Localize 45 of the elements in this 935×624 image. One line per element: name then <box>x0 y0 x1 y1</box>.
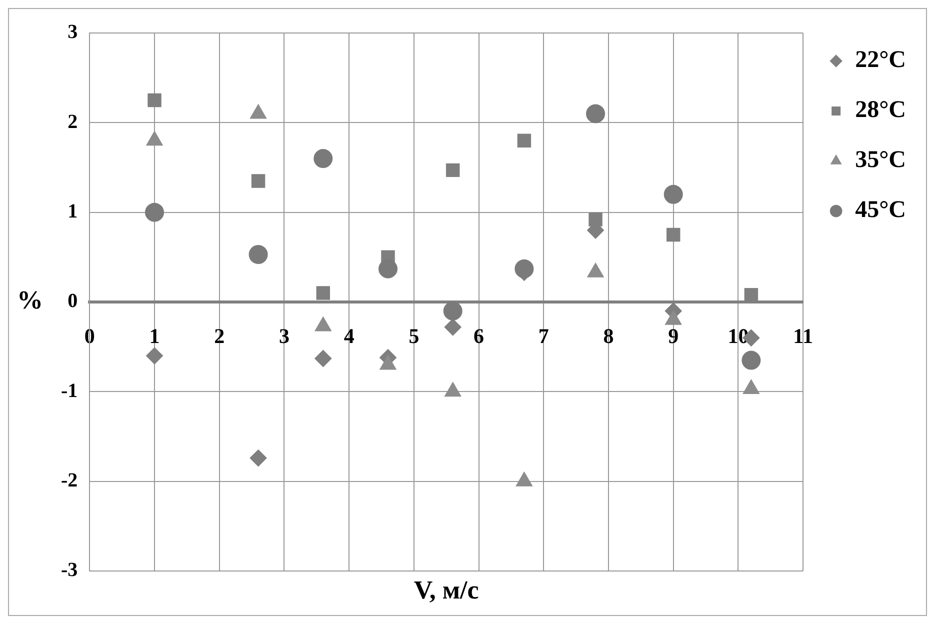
legend-label: 35°C <box>855 147 906 174</box>
point <box>446 163 460 178</box>
x-tick-label: 4 <box>344 324 355 348</box>
y-tick-label: -3 <box>60 559 78 582</box>
point <box>251 174 266 188</box>
point <box>517 134 532 148</box>
point <box>314 350 332 367</box>
point <box>444 318 462 336</box>
x-tick-label: 2 <box>214 324 225 348</box>
point <box>316 286 330 300</box>
point <box>250 450 267 467</box>
x-tick-label: 1 <box>149 324 160 348</box>
legend-label: 45°C <box>855 197 906 224</box>
y-tick-label: -2 <box>60 470 78 492</box>
y-tick-label: 0 <box>68 290 78 312</box>
point <box>586 104 606 124</box>
x-tick-label: 6 <box>474 324 484 348</box>
y-tick-label: 1 <box>68 200 78 223</box>
point <box>744 288 758 302</box>
y-tick-label: 3 <box>68 21 78 44</box>
point <box>314 149 333 168</box>
point <box>588 212 602 226</box>
point <box>742 350 761 370</box>
point <box>514 259 534 278</box>
point <box>146 347 164 364</box>
x-tick-label: 3 <box>278 324 290 348</box>
x-axis-title: V, м/с <box>414 576 479 605</box>
legend-label: 28°C <box>855 97 906 124</box>
point <box>664 184 683 204</box>
x-tick-label: 0 <box>84 324 95 348</box>
point <box>443 301 462 320</box>
x-tick-label: 9 <box>668 324 679 348</box>
point <box>248 244 268 264</box>
x-tick-label: 5 <box>408 324 420 348</box>
point <box>378 259 398 278</box>
legend-label: 22°C <box>855 47 906 74</box>
y-axis-title: % <box>17 286 43 315</box>
point <box>666 228 680 242</box>
point <box>148 93 162 108</box>
point <box>145 202 164 222</box>
x-tick-label: 11 <box>793 324 813 348</box>
x-tick-label: 8 <box>603 324 614 348</box>
y-tick-label: -1 <box>60 380 78 402</box>
y-tick-label: 2 <box>68 110 78 133</box>
x-tick-label: 7 <box>538 324 549 348</box>
